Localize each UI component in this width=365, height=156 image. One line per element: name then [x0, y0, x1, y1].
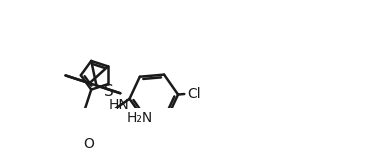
Text: O: O — [83, 137, 94, 151]
Text: Cl: Cl — [187, 87, 201, 101]
Text: H₂N: H₂N — [127, 111, 153, 125]
Text: S: S — [104, 84, 114, 99]
Text: HN: HN — [109, 98, 130, 112]
